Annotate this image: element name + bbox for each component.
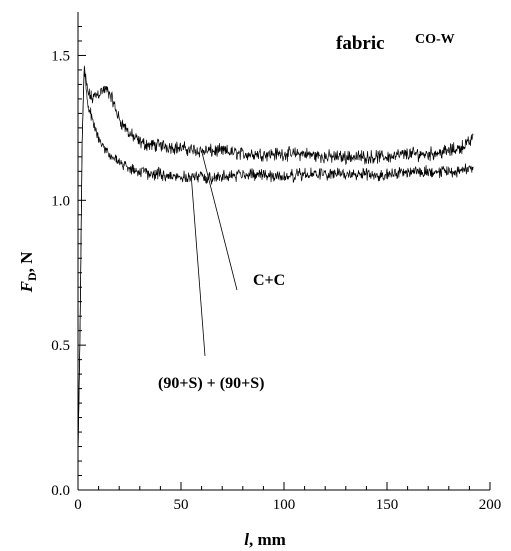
y-tick-label: 1.0 <box>51 193 70 209</box>
series-line-1 <box>77 65 474 456</box>
y-axis-unit: , N <box>17 251 36 273</box>
y-tick-label: 0.0 <box>51 483 70 499</box>
leader-line-2 <box>190 177 206 357</box>
x-tick-label: 200 <box>479 497 502 513</box>
x-axis-var: l <box>244 530 249 549</box>
y-axis-sub: D <box>25 272 39 281</box>
axes: 0.0 0.5 1.0 1.5 0 50 100 150 200 <box>51 12 501 513</box>
x-axis-unit: , mm <box>249 530 286 549</box>
series-layer <box>77 65 474 456</box>
annotation-label-2: (90+S) + (90+S) <box>158 375 264 392</box>
annotation-label-1: C+C <box>253 272 285 289</box>
y-axis-title: FD, N <box>17 251 39 294</box>
chart-title: fabric <box>336 33 385 54</box>
x-tick-label: 150 <box>376 497 399 513</box>
x-tick-label: 50 <box>174 497 189 513</box>
chart-subtitle: CO-W <box>415 32 455 47</box>
y-axis-var: F <box>17 280 36 293</box>
x-tick-label: 100 <box>273 497 296 513</box>
y-tick-label: 1.5 <box>51 48 70 64</box>
leader-line-1 <box>201 150 238 291</box>
x-axis-title: l, mm <box>244 530 286 549</box>
annotation-layer: C+C (90+S) + (90+S) <box>158 150 285 392</box>
x-tick-label: 0 <box>74 497 82 513</box>
y-tick-label: 0.5 <box>51 338 70 354</box>
series-line-2 <box>77 71 474 456</box>
